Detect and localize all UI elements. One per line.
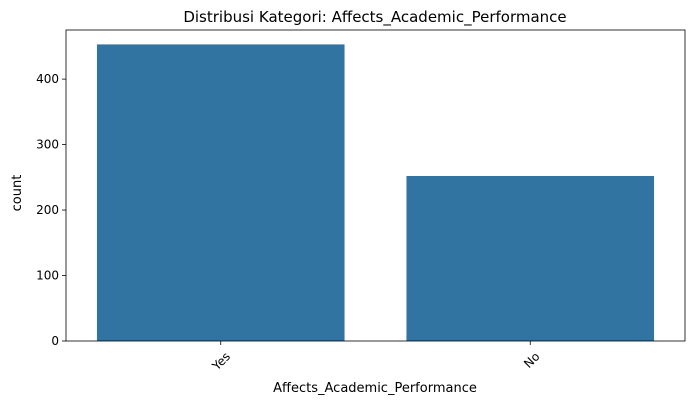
x-axis-label: Affects_Academic_Performance	[273, 381, 477, 396]
y-tick-label: 200	[36, 203, 59, 217]
x-tick-label: No	[521, 349, 542, 370]
y-tick-label: 100	[36, 269, 59, 283]
plot-frame	[65, 29, 686, 342]
bar-no	[406, 176, 655, 341]
x-tick-label: Yes	[209, 349, 233, 373]
bar-yes	[96, 44, 345, 342]
y-tick-label: 300	[36, 138, 59, 152]
chart-title: Distribusi Kategori: Affects_Academic_Pe…	[183, 8, 566, 27]
plot-area: Yes No 0 100 200 300 400	[36, 29, 686, 374]
y-tick-label: 400	[36, 72, 59, 86]
y-axis-label: count	[10, 175, 25, 212]
y-tick-label: 0	[51, 334, 59, 348]
